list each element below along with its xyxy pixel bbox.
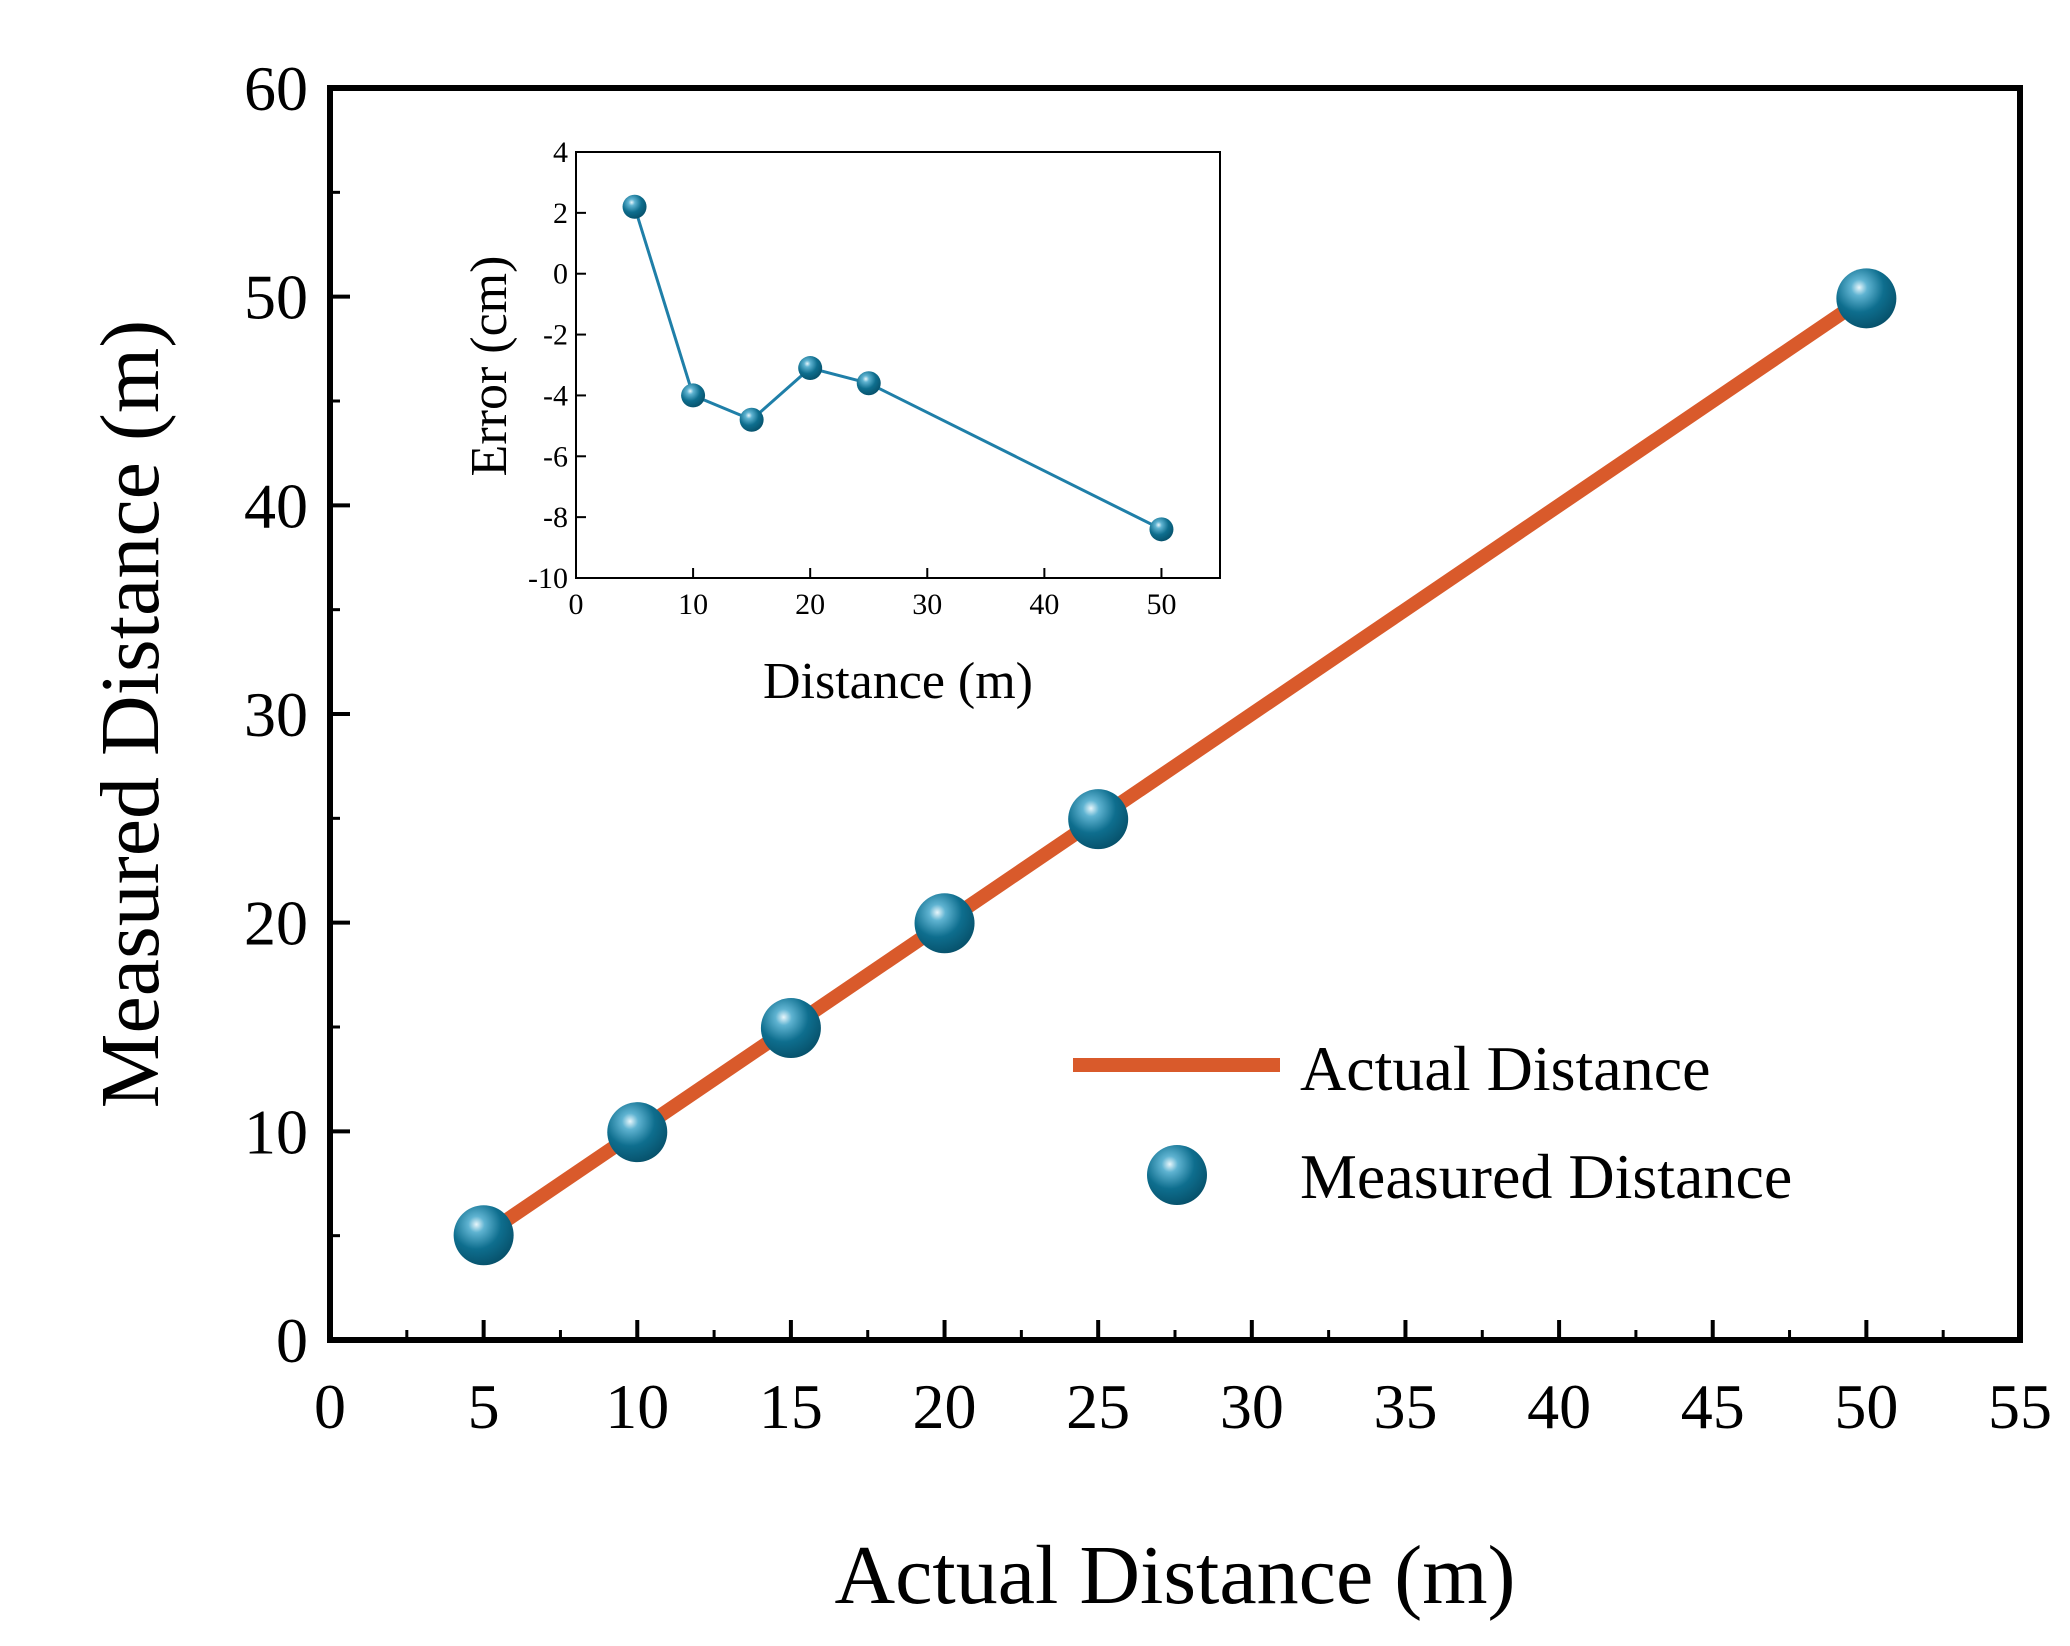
main-x-tick-label: 25 (1066, 1371, 1130, 1442)
main-x-tick-label: 45 (1681, 1371, 1745, 1442)
actual-distance-line (479, 290, 1871, 1242)
inset-x-tick-label: 0 (569, 588, 584, 621)
main-x-tick-label: 30 (1220, 1371, 1284, 1442)
measured-distance-point (453, 1205, 514, 1266)
error-line (633, 206, 1163, 531)
inset-series (622, 194, 1174, 542)
error-point (1149, 517, 1174, 542)
main-x-tick-label: 55 (1988, 1371, 2052, 1442)
error-point (739, 407, 764, 432)
error-point (681, 383, 706, 408)
main-x-tick-label: 0 (314, 1371, 346, 1442)
main-x-tick-label: 40 (1527, 1371, 1591, 1442)
main-y-tick-label: 0 (276, 1305, 308, 1376)
main-x-ticks: 0 5 10 15 20 25 30 35 40 45 50 55 (314, 1320, 2052, 1442)
error-point (798, 356, 823, 381)
legend: Actual Distance Measured Distance (1073, 1033, 1792, 1212)
main-x-tick-label: 20 (913, 1371, 977, 1442)
measured-distance-point (1836, 268, 1897, 329)
main-y-ticks: 0 10 20 30 40 50 60 (244, 53, 350, 1376)
inset-x-tick-label: 50 (1146, 588, 1176, 621)
legend-label-actual: Actual Distance (1300, 1033, 1711, 1104)
inset-x-tick-label: 30 (912, 588, 942, 621)
measured-distance-point (607, 1102, 668, 1163)
inset-y-axis-label: Error (cm) (461, 256, 518, 477)
measured-distance-point (760, 998, 821, 1059)
inset-plot-frame (575, 151, 1221, 579)
inset-y-tick-label: -6 (543, 440, 568, 473)
main-y-tick-label: 20 (244, 888, 308, 959)
inset-x-axis-label: Distance (m) (763, 653, 1033, 710)
measured-distance-point (1068, 789, 1129, 850)
main-y-tick-label: 10 (244, 1096, 308, 1167)
main-y-tick-label: 30 (244, 679, 308, 750)
error-point (622, 194, 647, 219)
main-x-axis-label: Actual Distance (m) (834, 1529, 1515, 1622)
inset-x-tick-label: 10 (678, 588, 708, 621)
main-x-tick-label: 5 (468, 1371, 500, 1442)
inset-x-tick-label: 40 (1029, 588, 1059, 621)
legend-label-measured: Measured Distance (1300, 1141, 1792, 1212)
inset-y-tick-label: -2 (543, 319, 568, 352)
main-x-tick-label: 35 (1373, 1371, 1437, 1442)
inset-y-tick-label: -8 (543, 501, 568, 534)
main-x-tick-label: 10 (605, 1371, 669, 1442)
inset-y-tick-label: 0 (553, 258, 568, 291)
main-y-axis-label: Measured Distance (m) (84, 320, 177, 1108)
inset-y-tick-label: 2 (553, 197, 568, 230)
measured-distance-point (914, 893, 975, 954)
legend-marker-swatch (1147, 1145, 1207, 1205)
main-x-tick-label: 15 (759, 1371, 823, 1442)
main-y-tick-label: 60 (244, 53, 308, 124)
inset-y-ticks: -10 -8 -6 -4 -2 0 2 4 (528, 136, 586, 595)
inset-y-tick-label: -4 (543, 379, 568, 412)
main-series (453, 268, 1897, 1266)
inset-x-ticks: 0 10 20 30 40 50 (569, 568, 1176, 621)
inset-x-tick-label: 20 (795, 588, 825, 621)
inset-y-tick-label: 4 (553, 136, 568, 169)
main-y-tick-label: 40 (244, 470, 308, 541)
main-y-tick-label: 50 (244, 262, 308, 333)
main-x-tick-label: 50 (1834, 1371, 1898, 1442)
inset-y-tick-label: -10 (528, 562, 568, 595)
error-point (856, 371, 881, 396)
